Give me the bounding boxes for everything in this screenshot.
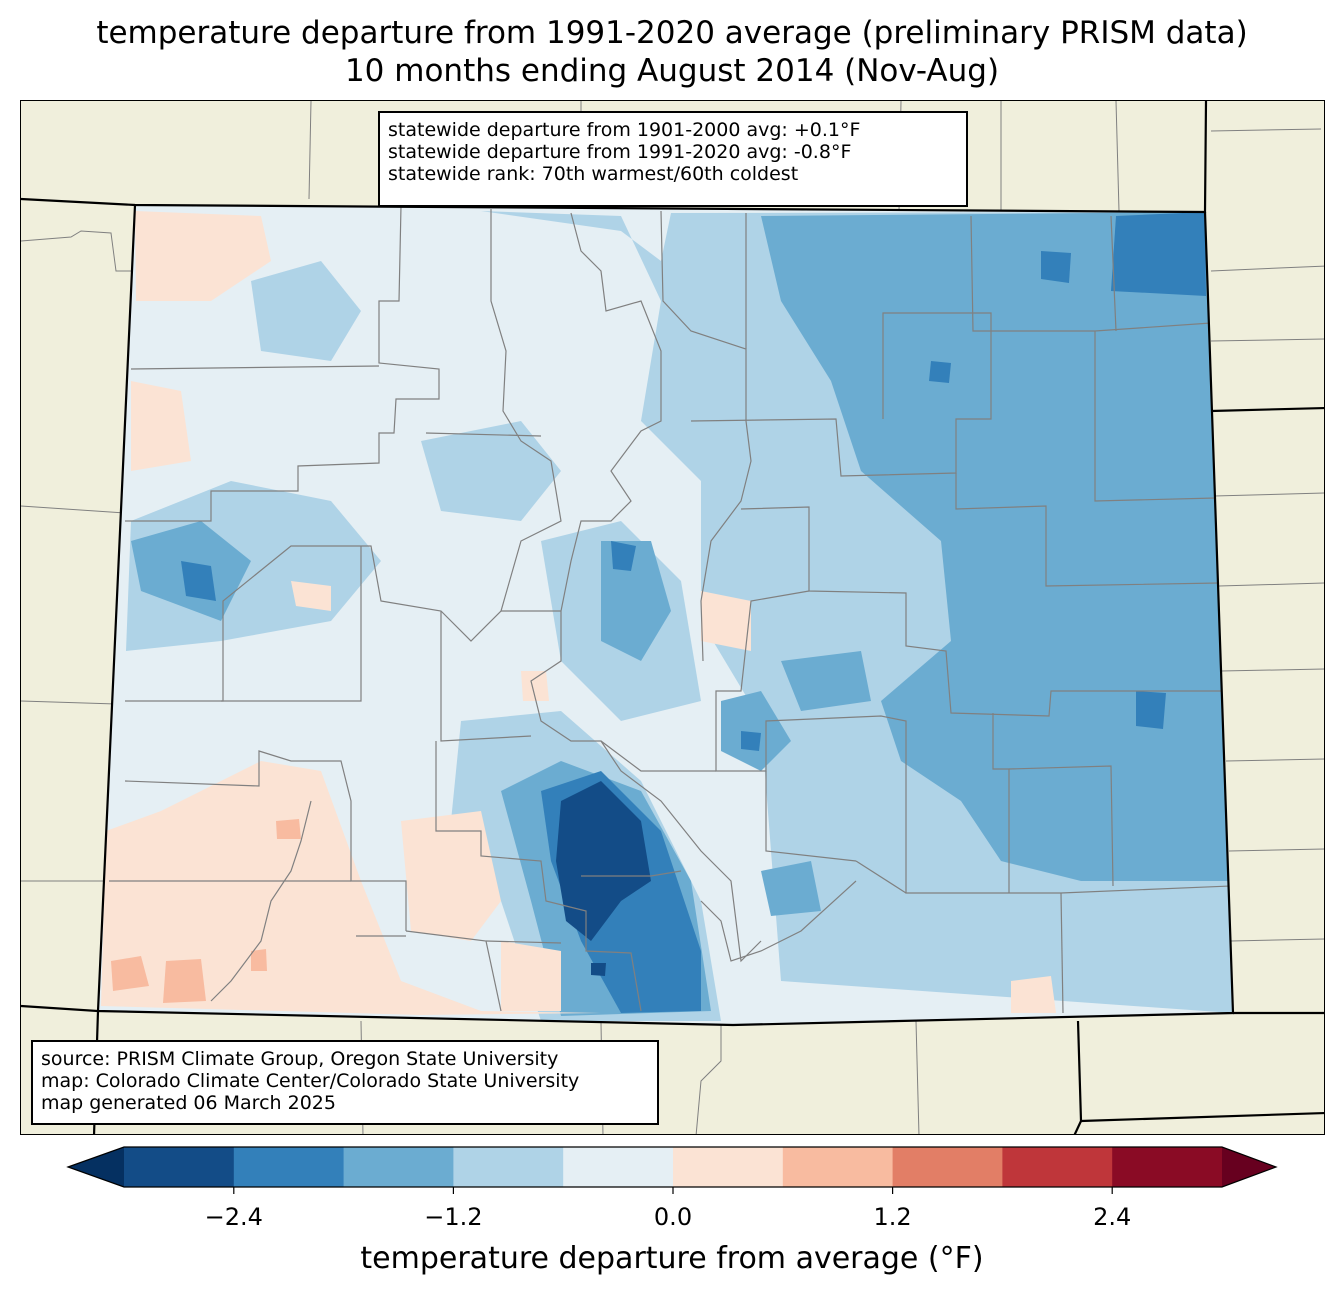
map-title-line1: temperature departure from 1991-2020 ave… (96, 15, 1248, 51)
colorbar-extend-min (68, 1147, 124, 1187)
colorbar-segment (233, 1147, 345, 1187)
source-box: source: PRISM Climate Group, Oregon Stat… (31, 1040, 659, 1125)
stats-departure-1991-2020: statewide departure from 1991-2020 avg: … (388, 141, 852, 163)
state-boundaries (21, 101, 1324, 1134)
colorbar-segment (1112, 1147, 1223, 1187)
colorbar-tick-label: 2.4 (1093, 1203, 1132, 1231)
colorbar-segment (124, 1147, 235, 1187)
colorbar-segments (66, 1146, 1278, 1188)
source-line: source: PRISM Climate Group, Oregon Stat… (41, 1048, 559, 1070)
colorbar-segment (673, 1147, 784, 1187)
colorbar-outline (66, 1146, 1278, 1188)
colorbar-extend-max (1222, 1147, 1276, 1187)
colorbar-tick-label: 1.2 (873, 1203, 912, 1231)
map-title-line2: 10 months ending August 2014 (Nov-Aug) (344, 53, 1000, 89)
colorbar-segment (343, 1147, 454, 1187)
temperature-contours (101, 211, 1233, 1021)
colorbar (66, 1146, 1278, 1194)
colorbar-segment (782, 1147, 894, 1187)
map-credit-line: map: Colorado Climate Center/Colorado St… (41, 1070, 580, 1092)
stats-rank: statewide rank: 70th warmest/60th coldes… (388, 163, 799, 185)
colorbar-tick-label: 0.0 (653, 1203, 693, 1231)
colorbar-tick-label: −2.4 (204, 1203, 263, 1231)
colorbar-label: temperature departure from average (°F) (360, 1241, 984, 1276)
stats-departure-1901-2000: statewide departure from 1901-2000 avg: … (388, 119, 861, 141)
statewide-stats-box: statewide departure from 1901-2000 avg: … (378, 111, 968, 207)
colorbar-segment (1002, 1147, 1113, 1187)
colorbar-segment (453, 1147, 564, 1187)
colorbar-segment (563, 1147, 674, 1187)
county-lines (109, 205, 1232, 1014)
colorado-temperature-map (21, 101, 1324, 1134)
colorbar-ticks (233, 1187, 1113, 1194)
colorbar-tick-label: −1.2 (424, 1203, 483, 1231)
map-panel (20, 100, 1325, 1135)
neighbor-county-lines (21, 101, 1324, 1134)
colorbar-segment (892, 1147, 1003, 1187)
generated-date-line: map generated 06 March 2025 (41, 1092, 336, 1114)
